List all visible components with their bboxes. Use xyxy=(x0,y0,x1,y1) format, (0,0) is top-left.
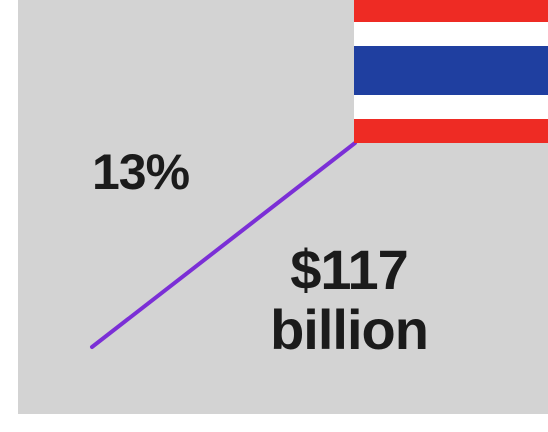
trend-line xyxy=(90,141,357,349)
flag-stripe-red-bottom xyxy=(354,119,548,143)
flag-stripe-white-bottom xyxy=(354,95,548,119)
amount-unit: billion xyxy=(270,298,429,361)
infographic-panel: 13% $117 billion xyxy=(18,0,548,414)
growth-line xyxy=(90,141,357,349)
flag-stripe-white-top xyxy=(354,22,548,46)
growth-percent: 13% xyxy=(92,144,190,200)
amount-label: $117 billion xyxy=(244,240,454,360)
amount-value: $117 xyxy=(290,238,409,301)
thailand-flag-icon xyxy=(354,0,548,143)
flag-stripe-blue xyxy=(354,46,548,95)
flag-stripe-red-top xyxy=(354,0,548,22)
